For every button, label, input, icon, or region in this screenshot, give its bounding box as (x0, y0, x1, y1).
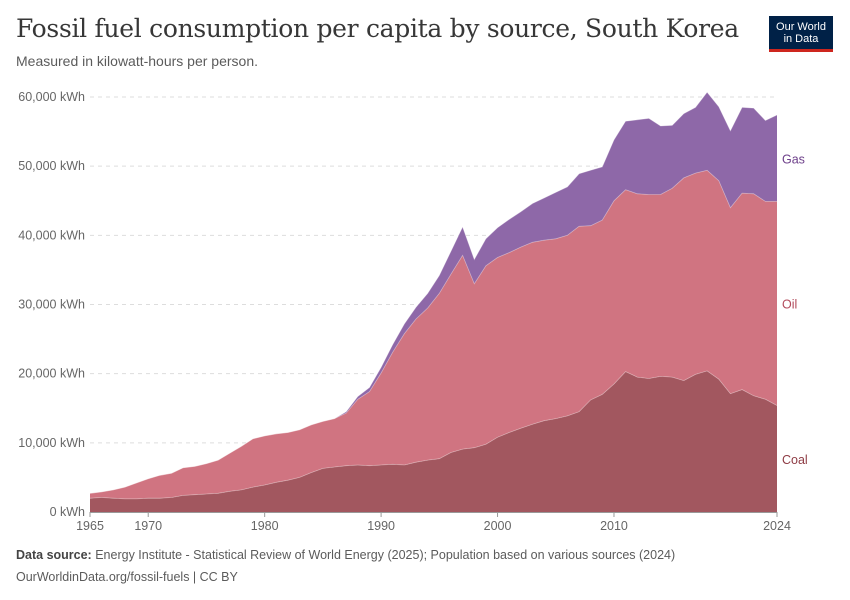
series-label-gas: Gas (782, 152, 805, 166)
data-source-label: Data source: (16, 548, 92, 562)
y-tick-label: 10,000 kWh (18, 436, 85, 450)
x-tick-label: 1965 (76, 519, 104, 533)
x-tick-label: 1980 (251, 519, 279, 533)
data-source: Data source: Energy Institute - Statisti… (16, 548, 675, 562)
stacked-area-chart: 0 kWh 10,000 kWh 20,000 kWh 30,000 kWh 40,00… (18, 90, 808, 533)
logo-line-1: Our World (776, 21, 826, 33)
series-label-coal: Coal (782, 453, 808, 467)
y-tick-label: 20,000 kWh (18, 367, 85, 381)
x-tick-label: 2024 (763, 519, 791, 533)
logo-line-2: in Data (783, 33, 819, 45)
series-line-coal (89, 370, 778, 500)
area-coal (90, 370, 777, 512)
x-tick-label: 1990 (367, 519, 395, 533)
y-tick-label: 0 kWh (50, 505, 85, 519)
x-tick-label: 1970 (134, 519, 162, 533)
area-oil (90, 170, 777, 499)
x-tick-label: 2000 (484, 519, 512, 533)
chart-title: Fossil fuel consumption per capita by so… (16, 14, 739, 43)
area-gas (90, 92, 777, 494)
y-tick-label: 40,000 kWh (18, 228, 85, 242)
y-tick-label: 50,000 kWh (18, 159, 85, 173)
series-line-gas (89, 91, 778, 494)
data-source-text: Energy Institute - Statistical Review of… (95, 548, 676, 562)
series-line-oil (89, 169, 777, 494)
y-tick-label: 30,000 kWh (18, 298, 85, 312)
y-tick-label: 60,000 kWh (18, 90, 85, 104)
owid-logo[interactable]: Our World in Data (769, 16, 833, 52)
footer-link[interactable]: OurWorldinData.org/fossil-fuels | CC BY (16, 570, 238, 584)
series-label-oil: Oil (782, 298, 797, 312)
x-tick-label: 2010 (600, 519, 628, 533)
chart-subtitle: Measured in kilowatt-hours per person. (16, 53, 259, 69)
